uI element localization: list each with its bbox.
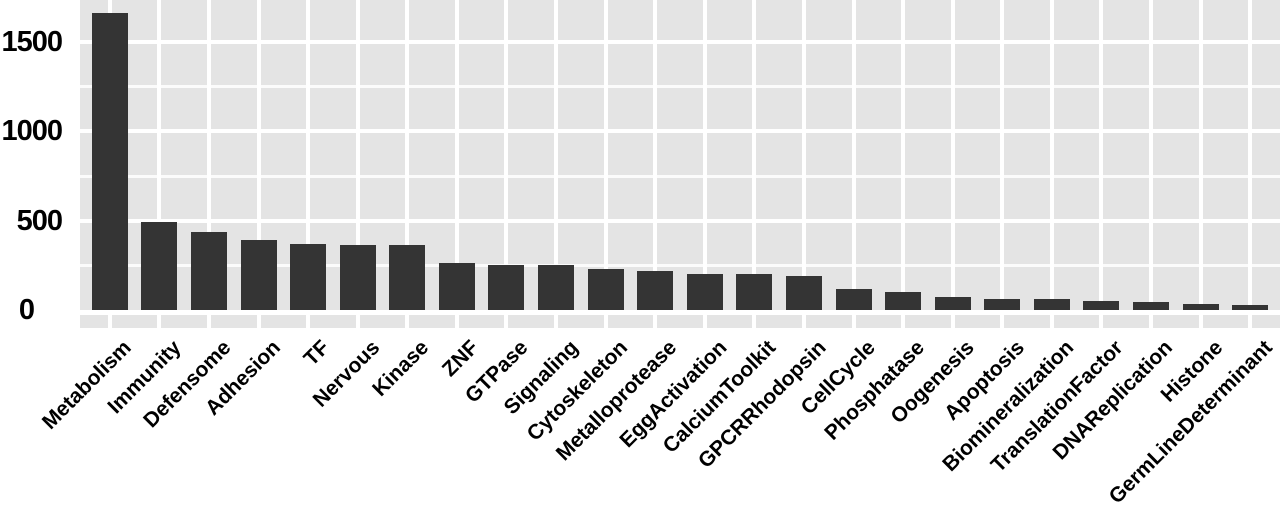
x-tick-label-adhesion: Adhesion: [200, 336, 285, 420]
vertical-gridline-gpcrrhodopsin: [801, 0, 806, 328]
bar-nervous: [339, 244, 376, 310]
vertical-gridline-phosphatase: [901, 0, 906, 328]
bar-cell-cycle: [835, 288, 872, 310]
x-tick-label-defensome: Defensome: [138, 336, 236, 433]
x-tick-label-dnareplication: DNAReplication: [1048, 336, 1178, 465]
bar-germ-line-determinant: [1232, 305, 1269, 310]
vertical-gridline-cell-cycle: [851, 0, 856, 328]
vertical-gridline-dnareplication: [1149, 0, 1154, 328]
x-tick-label-nervous: Nervous: [308, 336, 384, 412]
y-axis: 1500 1000 500 0: [0, 0, 80, 328]
x-tick-label-germ-line-determinant: GermLineDeterminant: [1104, 336, 1277, 509]
major-gridline-1500: [80, 40, 1280, 44]
x-tick-label-signaling: Signaling: [499, 336, 583, 420]
vertical-gridline-kinase: [405, 0, 410, 328]
x-tick-label-histone: Histone: [1156, 336, 1227, 407]
x-tick-label-calcium-toolkit: CalciumToolkit: [659, 336, 781, 458]
bar-oogenesis: [934, 297, 971, 310]
zero-gridline: [80, 310, 1280, 315]
bar-metabolism: [91, 13, 128, 310]
vertical-gridline-histone: [1198, 0, 1203, 328]
vertical-gridline-oogenesis: [950, 0, 955, 328]
vertical-gridline-metalloprotease: [653, 0, 658, 328]
x-tick-label-kinase: Kinase: [368, 336, 434, 401]
vertical-gridline-apoptosis: [1000, 0, 1005, 328]
bar-phosphatase: [885, 292, 922, 310]
plot-panel: [80, 0, 1280, 328]
vertical-gridline-immunity: [157, 0, 162, 328]
y-tick-label-0: 0: [18, 294, 35, 326]
bar-biomineralization: [1033, 299, 1070, 310]
bar-immunity: [141, 222, 178, 310]
bar-gtpase: [488, 264, 525, 310]
bar-tf: [290, 243, 327, 310]
major-gridline-500: [80, 218, 1280, 223]
vertical-gridline-biomineralization: [1049, 0, 1054, 328]
bar-gpcrrhodopsin: [785, 276, 822, 310]
x-tick-label-gtpase: GTPase: [461, 336, 533, 408]
vertical-gridline-gtpase: [504, 0, 509, 328]
bar-translation-factor: [1083, 301, 1120, 310]
bar-znf: [438, 262, 475, 310]
y-tick-label-500: 500: [16, 205, 63, 237]
bar-kinase: [389, 245, 426, 310]
x-tick-label-tf: TF: [299, 336, 335, 371]
major-gridline-1000: [80, 129, 1280, 134]
bar-defensome: [190, 231, 227, 310]
bar-adhesion: [240, 240, 277, 310]
x-tick-label-metalloprotease: Metalloprotease: [552, 336, 682, 466]
x-tick-label-biomineralization: Biomineralization: [938, 336, 1079, 477]
bar-egg-activation: [686, 273, 723, 310]
minor-gridline-1250: [80, 85, 1280, 89]
x-tick-label-phosphatase: Phosphatase: [820, 336, 930, 445]
x-tick-label-znf: ZNF: [437, 336, 484, 382]
x-tick-label-apoptosis: Apoptosis: [939, 336, 1029, 425]
x-tick-label-cell-cycle: CellCycle: [796, 336, 880, 420]
vertical-gridline-signaling: [554, 0, 559, 328]
bar-metalloprotease: [637, 271, 674, 310]
y-tick-label-1500: 1500: [1, 26, 63, 58]
vertical-gridline-defensome: [206, 0, 211, 328]
minor-gridline-750: [80, 174, 1280, 178]
vertical-gridline-calcium-toolkit: [752, 0, 757, 328]
vertical-gridline-adhesion: [256, 0, 261, 328]
bar-calcium-toolkit: [736, 274, 773, 310]
bar-signaling: [538, 265, 575, 310]
vertical-gridline-translation-factor: [1099, 0, 1104, 328]
bar-cytoskeleton: [587, 269, 624, 310]
bar-dnareplication: [1133, 301, 1170, 310]
vertical-gridline-znf: [454, 0, 459, 328]
vertical-gridline-egg-activation: [702, 0, 707, 328]
x-tick-label-egg-activation: EggActivation: [614, 336, 732, 453]
minor-gridline-250: [80, 263, 1280, 267]
x-tick-label-metabolism: Metabolism: [38, 336, 137, 434]
vertical-gridline-nervous: [355, 0, 360, 328]
x-tick-label-immunity: Immunity: [103, 336, 186, 419]
vertical-gridline-cytoskeleton: [603, 0, 608, 328]
x-tick-label-oogenesis: Oogenesis: [886, 336, 979, 429]
y-tick-label-1000: 1000: [1, 115, 63, 147]
x-tick-label-translation-factor: TranslationFactor: [986, 336, 1128, 477]
bar-histone: [1182, 304, 1219, 310]
bar-apoptosis: [984, 298, 1021, 310]
vertical-gridline-germ-line-determinant: [1248, 0, 1253, 328]
x-tick-label-cytoskeleton: Cytoskeleton: [522, 336, 632, 446]
vertical-gridline-tf: [306, 0, 311, 328]
x-tick-label-gpcrrhodopsin: GPCRRhodopsin: [693, 336, 831, 473]
